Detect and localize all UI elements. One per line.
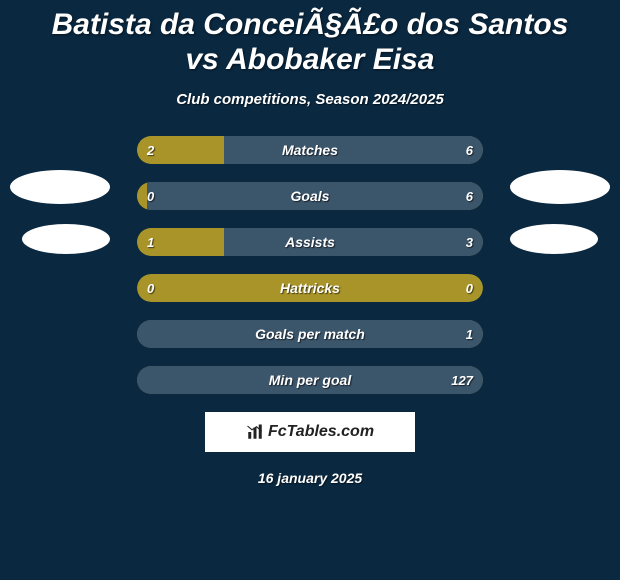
- bar-chart-icon: [246, 423, 264, 441]
- stat-row: Min per goal127: [137, 366, 483, 394]
- stat-row: Goals per match1: [137, 320, 483, 348]
- player-right-avatar: [510, 170, 610, 204]
- stat-right-value: 0: [466, 274, 473, 302]
- stat-row: 0Hattricks0: [137, 274, 483, 302]
- stat-row: 1Assists3: [137, 228, 483, 256]
- stat-right-value: 1: [466, 320, 473, 348]
- stat-label: Matches: [137, 136, 483, 164]
- team-left-avatar: [22, 224, 110, 254]
- stat-label: Hattricks: [137, 274, 483, 302]
- stat-label: Goals: [137, 182, 483, 210]
- stat-row: 2Matches6: [137, 136, 483, 164]
- stat-right-value: 3: [466, 228, 473, 256]
- stat-label: Min per goal: [137, 366, 483, 394]
- stat-right-value: 127: [451, 366, 473, 394]
- stat-row: 0Goals6: [137, 182, 483, 210]
- date-label: 16 january 2025: [0, 470, 620, 486]
- comparison-subtitle: Club competitions, Season 2024/2025: [0, 91, 620, 108]
- stat-right-value: 6: [466, 136, 473, 164]
- comparison-title: Batista da ConceiÃ§Ã£o dos Santos vs Abo…: [0, 0, 620, 77]
- player-left-avatar: [10, 170, 110, 204]
- stat-label: Assists: [137, 228, 483, 256]
- team-right-avatar: [510, 224, 598, 254]
- stat-label: Goals per match: [137, 320, 483, 348]
- comparison-bars: 2Matches60Goals61Assists30Hattricks0Goal…: [137, 136, 483, 394]
- brand-label: FcTables.com: [268, 423, 374, 441]
- brand-box[interactable]: FcTables.com: [205, 412, 415, 452]
- stat-right-value: 6: [466, 182, 473, 210]
